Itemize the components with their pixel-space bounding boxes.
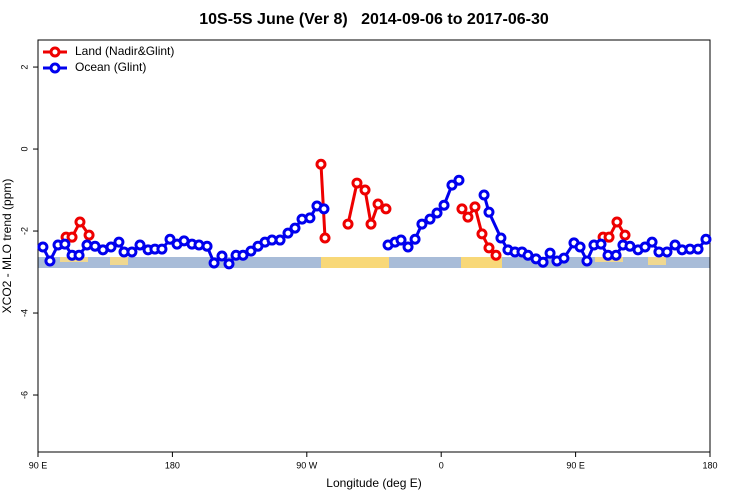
x-tick-label: 180: [165, 460, 180, 470]
data-point: [59, 238, 71, 250]
data-point: [318, 203, 330, 215]
data-point: [483, 242, 495, 254]
data-point: [282, 227, 294, 239]
data-point: [495, 232, 507, 244]
data-point: [395, 234, 407, 246]
data-point: [164, 233, 176, 245]
data-point: [431, 207, 443, 219]
data-point: [380, 203, 392, 215]
data-point: [351, 177, 363, 189]
data-point: [424, 213, 436, 225]
x-tick-label: 90 E: [566, 460, 585, 470]
legend: Land (Nadir&Glint) Ocean (Glint): [43, 44, 174, 74]
data-point: [476, 228, 488, 240]
data-point: [402, 241, 414, 253]
series: [37, 174, 712, 270]
data-point: [603, 231, 615, 243]
data-point: [126, 246, 138, 258]
data-point: [304, 212, 316, 224]
data-point: [610, 249, 622, 261]
y-tick-label: 0: [19, 147, 29, 152]
x-axis-label: Longitude (deg E): [326, 476, 421, 490]
data-point: [692, 243, 704, 255]
y-tick-label: -2: [19, 227, 29, 235]
y-tick-label: 2: [19, 65, 29, 70]
land-strip: [648, 257, 666, 265]
data-point: [274, 234, 286, 246]
data-point: [619, 229, 631, 241]
data-point: [66, 231, 78, 243]
data-point: [359, 184, 371, 196]
legend-label: Ocean (Glint): [75, 60, 146, 74]
y-tick-label: -6: [19, 391, 29, 399]
data-point: [223, 258, 235, 270]
data-point: [646, 236, 658, 248]
data-point: [462, 211, 474, 223]
data-point: [595, 238, 607, 250]
data-point: [201, 240, 213, 252]
data-point: [537, 256, 549, 268]
data-point: [456, 203, 468, 215]
data-point: [611, 216, 623, 228]
data-point: [639, 241, 651, 253]
data-point: [416, 218, 428, 230]
data-point: [661, 246, 673, 258]
data-point: [237, 249, 249, 261]
data-point: [438, 199, 450, 211]
chart-title: 10S-5S June (Ver 8) 2014-09-06 to 2017-0…: [199, 11, 549, 28]
data-point: [83, 229, 95, 241]
data-point: [558, 252, 570, 264]
land-strip: [321, 257, 389, 268]
data-point: [700, 233, 712, 245]
data-point: [365, 218, 377, 230]
data-point: [37, 241, 49, 253]
data-point: [409, 233, 421, 245]
data-point: [156, 243, 168, 255]
data-point: [469, 201, 481, 213]
data-point: [581, 255, 593, 267]
y-tick-label: -4: [19, 309, 29, 317]
data-point: [478, 189, 490, 201]
y-axis-label: XCO2 - MLO trend (ppm): [0, 179, 14, 314]
data-point: [483, 206, 495, 218]
land-strip: [110, 257, 128, 265]
data-point: [73, 249, 85, 261]
x-tick-label: 90 E: [29, 460, 48, 470]
data-point: [44, 255, 56, 267]
data-point: [289, 222, 301, 234]
data-point: [134, 239, 146, 251]
data-point: [319, 232, 331, 244]
x-tick-label: 180: [702, 460, 717, 470]
series-line: [66, 164, 627, 257]
data-point: [342, 218, 354, 230]
data-point: [245, 245, 257, 257]
legend-label: Land (Nadir&Glint): [75, 44, 174, 58]
legend-marker: [49, 46, 61, 58]
data-point: [113, 236, 125, 248]
data-point: [446, 179, 458, 191]
data-point: [74, 216, 86, 228]
data-point: [105, 241, 117, 253]
series: [60, 158, 631, 261]
x-tick-label: 0: [439, 460, 444, 470]
data-point: [216, 250, 228, 262]
legend-marker: [49, 62, 61, 74]
data-point: [574, 241, 586, 253]
data-point: [544, 247, 556, 259]
land-strip: [461, 257, 502, 268]
data-point: [669, 239, 681, 251]
x-tick-label: 90 W: [296, 460, 318, 470]
data-point: [490, 249, 502, 261]
data-point: [208, 257, 220, 269]
data-point: [372, 198, 384, 210]
data-point: [453, 174, 465, 186]
data-point: [315, 158, 327, 170]
